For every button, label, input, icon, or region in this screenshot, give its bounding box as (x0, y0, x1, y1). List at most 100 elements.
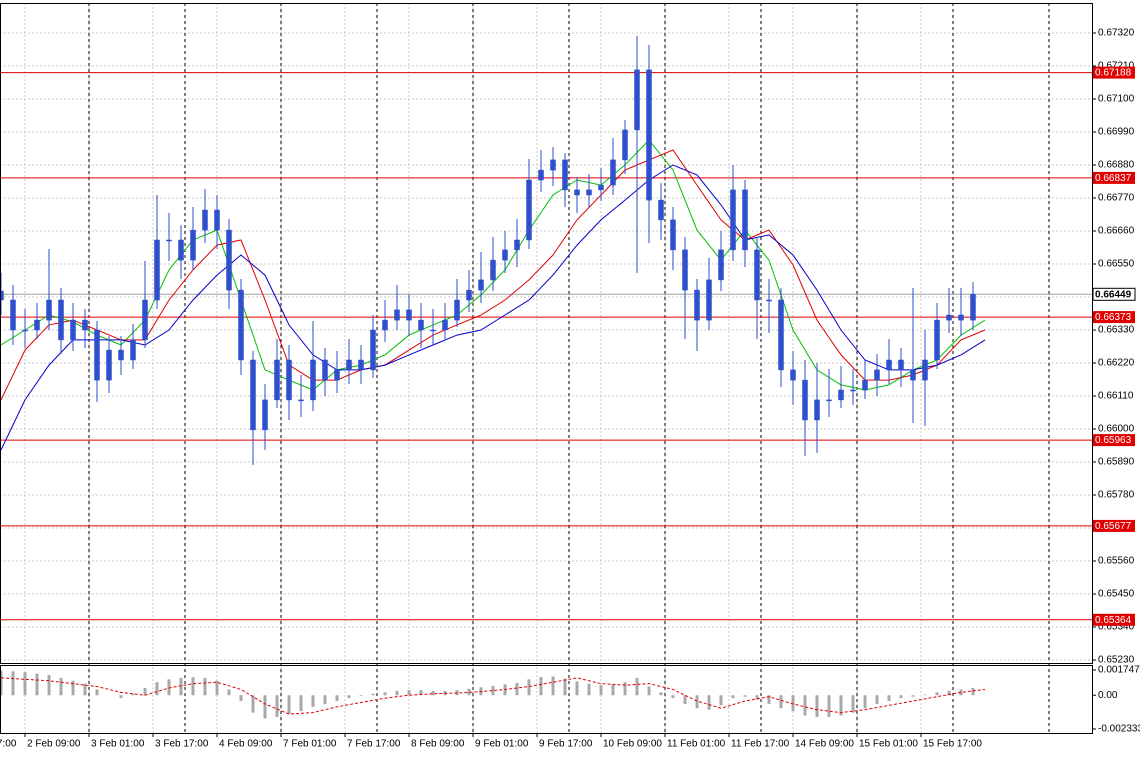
histogram-bar (611, 684, 615, 696)
histogram-bar (899, 695, 903, 699)
histogram-bar (323, 695, 327, 704)
candle-body (526, 179, 532, 241)
histogram-bar (731, 695, 735, 699)
candle-body (934, 319, 940, 361)
histogram-bar (851, 695, 855, 713)
candle-body (466, 289, 472, 301)
candle-body (598, 184, 604, 191)
candle-body (694, 289, 700, 321)
histogram-bar (563, 678, 567, 696)
price-frame (0, 3, 1093, 664)
y-tick-label: 0.66990 (1098, 127, 1135, 138)
candle-body (418, 319, 424, 331)
histogram-bar (863, 695, 867, 709)
histogram-bar (743, 695, 747, 697)
candle-body (250, 359, 256, 431)
candle-body (826, 399, 832, 402)
y-tick-label: 0.001747 (1098, 665, 1140, 676)
histogram-bar (515, 682, 519, 696)
histogram-bar (359, 695, 363, 696)
histogram-bar (539, 677, 543, 696)
histogram-bar (623, 682, 627, 696)
candle-body (766, 299, 772, 302)
histogram-bar (635, 677, 639, 696)
histogram-bar (695, 695, 699, 709)
candle-body (226, 229, 232, 291)
y-tick-label: 0.66550 (1098, 259, 1135, 270)
histogram-bar (275, 695, 279, 717)
y-tick-label: 0.66330 (1098, 325, 1135, 336)
candle-body (958, 314, 964, 321)
candle-body (406, 309, 412, 321)
candle-body (646, 69, 652, 201)
histogram-bar (779, 695, 783, 709)
histogram-bar (575, 681, 579, 696)
candle-body (970, 294, 976, 321)
y-tick-label: 0.67100 (1098, 94, 1135, 105)
candle-body (82, 319, 88, 331)
candle-body (358, 359, 364, 371)
histogram-bar (671, 695, 675, 699)
histogram-bar (167, 679, 171, 696)
histogram-bar (935, 692, 939, 696)
candle-body (946, 314, 952, 321)
candle-body (634, 69, 640, 131)
candle-body (238, 289, 244, 361)
x-tick-label: 11 Feb 01:00 (667, 739, 726, 750)
level-label-box (1093, 613, 1135, 626)
bid-label: 0.66449 (1095, 289, 1132, 300)
histogram-bar (263, 695, 267, 719)
y-tick-label: 0.65780 (1098, 490, 1135, 501)
histogram-bar (791, 695, 795, 712)
histogram-bar (239, 695, 243, 702)
y-tick-label: 0.67320 (1098, 28, 1135, 39)
histogram-bar (47, 674, 51, 696)
y-tick-label: 0.65890 (1098, 457, 1135, 468)
histogram-bar (11, 671, 15, 696)
level-label: 0.65677 (1095, 521, 1132, 532)
candle-body (442, 319, 448, 331)
bid-label-box (1092, 287, 1136, 301)
histogram-bar (155, 682, 159, 696)
y-tick-label: 0.66660 (1098, 226, 1135, 237)
candle-body (334, 369, 340, 381)
x-tick-label: 15 Feb 01:00 (859, 739, 918, 750)
histogram-bar (227, 689, 231, 696)
y-tick-label: 0.67210 (1098, 61, 1135, 72)
x-tick-label: 9 Feb 17:00 (539, 739, 593, 750)
histogram-bar (0, 670, 3, 696)
candle-body (562, 159, 568, 191)
candle-body (778, 299, 784, 371)
histogram-bar (755, 695, 759, 700)
candle-body (874, 369, 880, 381)
level-label-box (1093, 311, 1135, 324)
candle-body (586, 189, 592, 196)
candle-body (178, 239, 184, 261)
histogram-bar (683, 695, 687, 704)
level-label: 0.65364 (1095, 615, 1132, 626)
candle-body (682, 249, 688, 291)
candle-body (898, 359, 904, 371)
candle-body (538, 169, 544, 181)
y-tick-label: 0.66000 (1098, 424, 1135, 435)
candle-body (850, 389, 856, 392)
x-tick-label: 7 Feb 01:00 (283, 739, 337, 750)
level-label: 0.67188 (1095, 68, 1132, 79)
candle-body (142, 299, 148, 341)
candle-body (610, 159, 616, 186)
price-plot (0, 36, 1092, 621)
level-label: 0.66837 (1095, 173, 1132, 184)
candle-body (190, 229, 196, 261)
histogram-bar (59, 677, 63, 696)
candle-body (802, 379, 808, 421)
candle-body (286, 359, 292, 401)
candle-body (370, 329, 376, 371)
candle-body (154, 239, 160, 301)
histogram-bar (707, 695, 711, 710)
histogram-bar (887, 695, 891, 702)
candle-body (706, 279, 712, 321)
moving-average (0, 164, 986, 451)
candle-body (658, 199, 664, 221)
histogram-bar (527, 679, 531, 696)
